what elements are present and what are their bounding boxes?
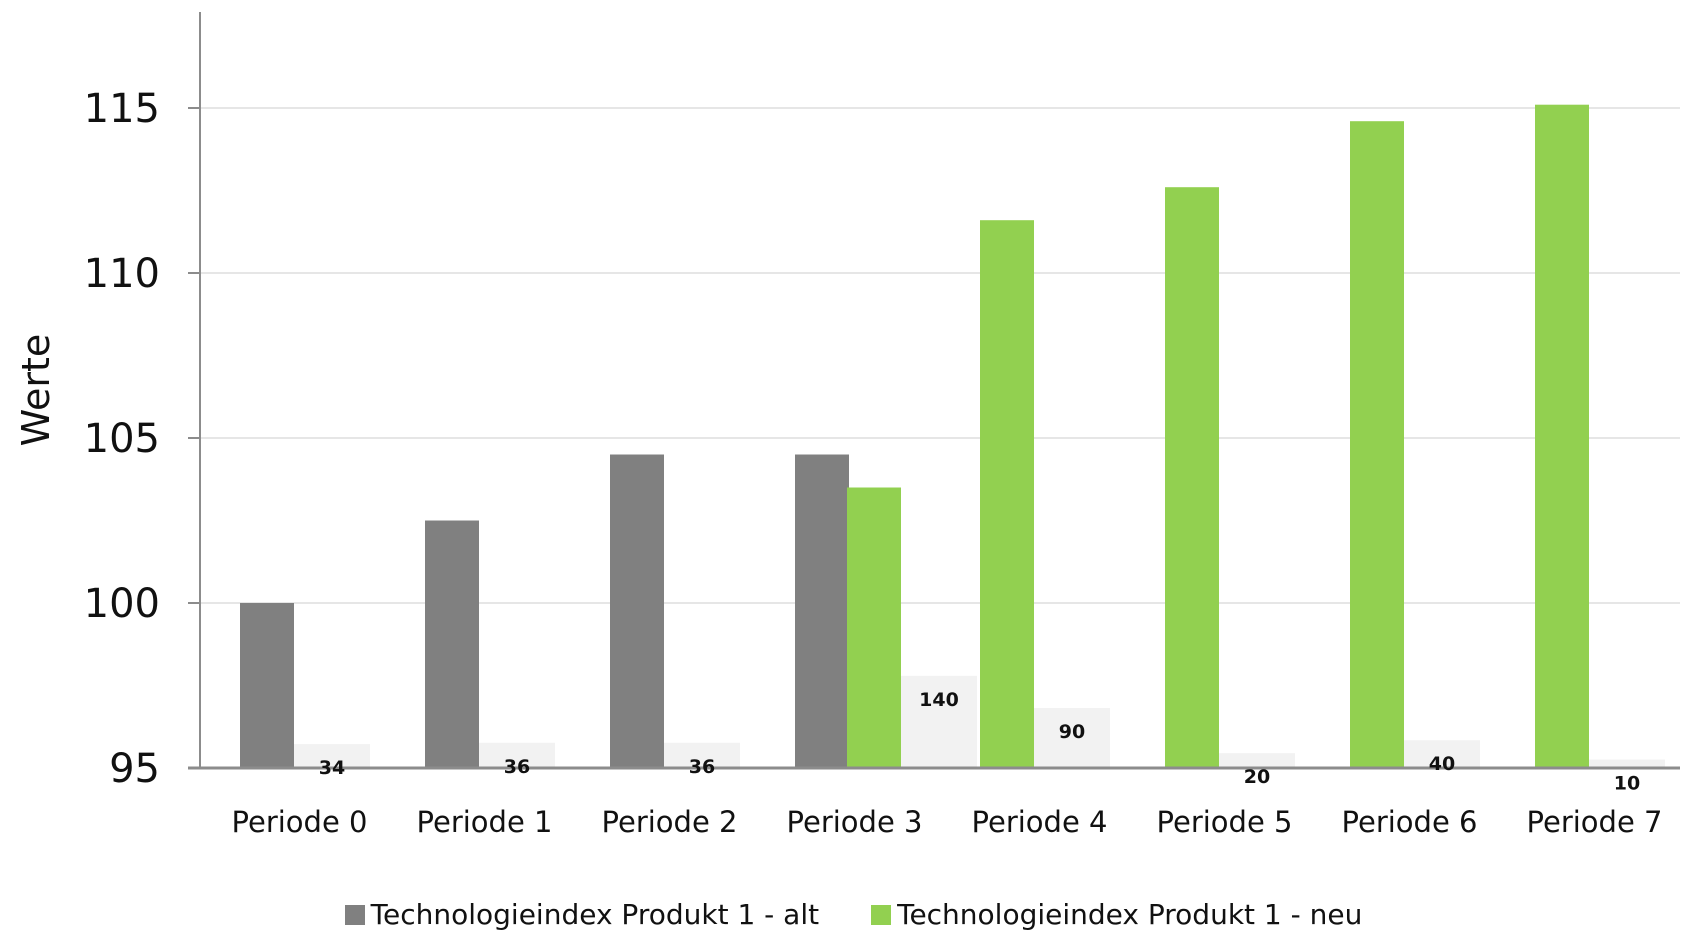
bar-alt xyxy=(610,454,664,768)
legend-item-alt: Technologieindex Produkt 1 - alt xyxy=(344,898,820,931)
bar-secondary xyxy=(1219,753,1295,768)
x-tick-label: Periode 2 xyxy=(602,805,738,839)
legend-label-alt: Technologieindex Produkt 1 - alt xyxy=(370,898,820,931)
data-label: 34 xyxy=(319,757,345,779)
data-label: 140 xyxy=(919,689,959,711)
bar-secondary xyxy=(1034,708,1110,768)
y-tick-labels: 95 100 105 110 115 xyxy=(84,86,160,792)
bar-alt xyxy=(425,520,479,768)
y-axis-label: Werte xyxy=(14,334,58,447)
legend-swatch-alt xyxy=(344,904,365,925)
x-tick-label: Periode 4 xyxy=(972,805,1108,839)
y-tick-label: 100 xyxy=(84,581,160,627)
bar-secondary xyxy=(1589,759,1665,768)
x-tick-label: Periode 1 xyxy=(417,805,553,839)
bar-neu xyxy=(1350,121,1404,768)
x-tick-label: Periode 7 xyxy=(1527,805,1663,839)
y-tick-label: 95 xyxy=(109,746,160,792)
axes xyxy=(188,12,1680,770)
data-label: 10 xyxy=(1614,773,1640,795)
bar-alt xyxy=(795,454,849,768)
bar-secondary xyxy=(1404,740,1480,768)
x-tick-labels: Periode 0 Periode 1 Periode 2 Periode 3 Peri… xyxy=(232,805,1663,839)
gridlines xyxy=(200,107,1680,604)
y-tick-label: 115 xyxy=(84,86,160,132)
bar-neu xyxy=(1535,104,1589,768)
data-label: 90 xyxy=(1059,721,1085,743)
bar-secondary xyxy=(294,744,370,768)
data-label: 40 xyxy=(1429,753,1455,775)
legend-label-neu: Technologieindex Produkt 1 - neu xyxy=(897,898,1363,931)
bars xyxy=(240,104,1665,768)
y-tick-label: 105 xyxy=(84,416,160,462)
legend-swatch-neu xyxy=(871,904,892,925)
bar-secondary xyxy=(664,742,740,768)
y-tick-label: 110 xyxy=(84,251,160,297)
bar-secondary xyxy=(479,742,555,768)
data-labels: 34 36 36 140 90 20 40 10 xyxy=(319,689,1640,795)
legend: Technologieindex Produkt 1 - alt Technol… xyxy=(0,898,1707,931)
bar-secondary xyxy=(901,675,977,768)
x-tick-label: Periode 3 xyxy=(787,805,923,839)
bar-neu xyxy=(980,220,1034,768)
bar-alt xyxy=(240,603,294,768)
x-tick-label: Periode 5 xyxy=(1157,805,1293,839)
data-label: 20 xyxy=(1244,766,1270,788)
x-tick-label: Periode 6 xyxy=(1342,805,1478,839)
bar-neu xyxy=(1165,187,1219,768)
legend-item-neu: Technologieindex Produkt 1 - neu xyxy=(871,898,1362,931)
data-label: 36 xyxy=(504,756,530,778)
bar-neu xyxy=(847,487,901,768)
x-tick-label: Periode 0 xyxy=(232,805,368,839)
data-label: 36 xyxy=(689,756,715,778)
